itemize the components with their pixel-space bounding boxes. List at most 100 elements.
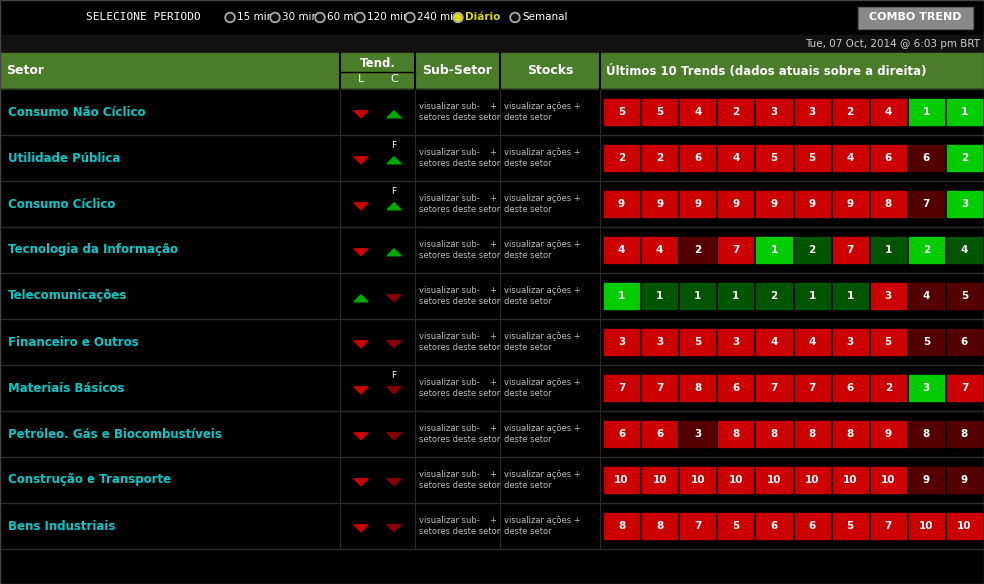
Text: 8: 8 <box>770 429 777 439</box>
Text: visualizar sub-: visualizar sub- <box>419 424 480 433</box>
Bar <box>871 145 906 171</box>
Bar <box>757 99 791 124</box>
Text: 6: 6 <box>732 383 739 393</box>
Text: 2: 2 <box>960 153 968 163</box>
Text: 60 min: 60 min <box>327 12 363 23</box>
Text: 8: 8 <box>694 383 702 393</box>
Bar <box>871 376 906 401</box>
Text: Tecnologia da Informação: Tecnologia da Informação <box>8 244 178 256</box>
Text: F: F <box>392 187 397 196</box>
Bar <box>0 227 984 273</box>
Bar <box>0 181 984 227</box>
Bar <box>718 283 754 309</box>
Text: 4: 4 <box>923 291 930 301</box>
Text: 2: 2 <box>770 291 777 301</box>
Bar <box>604 513 639 538</box>
Text: deste setor: deste setor <box>504 435 552 444</box>
Bar <box>0 53 984 89</box>
Text: C: C <box>390 74 398 84</box>
Bar <box>718 145 754 171</box>
Text: 7: 7 <box>885 521 892 531</box>
Bar <box>909 329 944 354</box>
Bar <box>680 467 715 493</box>
Polygon shape <box>387 525 401 532</box>
Text: L: L <box>358 74 364 84</box>
Bar <box>680 237 715 263</box>
Bar <box>947 376 982 401</box>
Text: 9: 9 <box>846 199 854 209</box>
Text: 8: 8 <box>618 521 625 531</box>
Text: 1: 1 <box>809 291 816 301</box>
Bar <box>947 192 982 217</box>
Bar <box>643 237 677 263</box>
Bar <box>909 376 944 401</box>
Circle shape <box>357 14 363 20</box>
Polygon shape <box>354 525 368 532</box>
Text: 3: 3 <box>694 429 702 439</box>
Polygon shape <box>387 249 401 256</box>
Text: 9: 9 <box>732 199 739 209</box>
Text: 2: 2 <box>809 245 816 255</box>
Text: 5: 5 <box>960 291 968 301</box>
Text: 10: 10 <box>805 475 820 485</box>
Text: 3: 3 <box>770 107 777 117</box>
Text: 5: 5 <box>923 337 930 347</box>
Text: 1: 1 <box>960 107 968 117</box>
Bar <box>909 513 944 538</box>
Bar <box>643 329 677 354</box>
Text: visualizar ações +: visualizar ações + <box>504 194 581 203</box>
Text: 10: 10 <box>691 475 705 485</box>
Text: 4: 4 <box>809 337 816 347</box>
Polygon shape <box>387 341 401 348</box>
Text: setores deste setor: setores deste setor <box>419 159 500 168</box>
Text: 5: 5 <box>846 521 854 531</box>
Bar <box>859 8 972 27</box>
Text: Diário: Diário <box>465 12 501 23</box>
Polygon shape <box>387 479 401 486</box>
Bar <box>604 467 639 493</box>
Text: 2: 2 <box>885 383 892 393</box>
Circle shape <box>226 14 233 20</box>
Bar <box>947 237 982 263</box>
Bar <box>909 467 944 493</box>
Bar <box>871 192 906 217</box>
Text: 3: 3 <box>960 199 968 209</box>
Text: 7: 7 <box>618 383 625 393</box>
Bar <box>718 467 754 493</box>
Text: 5: 5 <box>885 337 892 347</box>
Text: 5: 5 <box>656 107 663 117</box>
Text: 7: 7 <box>770 383 777 393</box>
Text: setores deste setor: setores deste setor <box>419 389 500 398</box>
Bar <box>947 513 982 538</box>
Text: 7: 7 <box>809 383 816 393</box>
Bar <box>757 237 791 263</box>
Text: 2: 2 <box>732 107 739 117</box>
Text: 8: 8 <box>809 429 816 439</box>
Text: 6: 6 <box>846 383 854 393</box>
Text: 6: 6 <box>694 153 702 163</box>
Bar <box>0 135 984 181</box>
Polygon shape <box>387 203 401 210</box>
Text: 1: 1 <box>846 291 854 301</box>
Bar <box>0 411 984 457</box>
Text: visualizar ações +: visualizar ações + <box>504 102 581 111</box>
Text: 8: 8 <box>656 521 663 531</box>
Text: 2: 2 <box>694 245 702 255</box>
Text: +: + <box>489 286 496 295</box>
Text: 5: 5 <box>694 337 702 347</box>
Text: F: F <box>392 371 397 380</box>
Bar <box>832 467 868 493</box>
Bar <box>718 237 754 263</box>
Text: setores deste setor: setores deste setor <box>419 481 500 490</box>
Text: Telecomunicações: Telecomunicações <box>8 290 127 303</box>
Text: Sub-Setor: Sub-Setor <box>422 64 492 78</box>
Bar <box>718 421 754 447</box>
Text: 8: 8 <box>732 429 739 439</box>
Text: deste setor: deste setor <box>504 527 552 536</box>
Bar <box>794 99 830 124</box>
Text: 3: 3 <box>618 337 625 347</box>
Text: 6: 6 <box>923 153 930 163</box>
Text: 4: 4 <box>732 153 740 163</box>
Text: Semanal: Semanal <box>522 12 568 23</box>
Text: 3: 3 <box>809 107 816 117</box>
